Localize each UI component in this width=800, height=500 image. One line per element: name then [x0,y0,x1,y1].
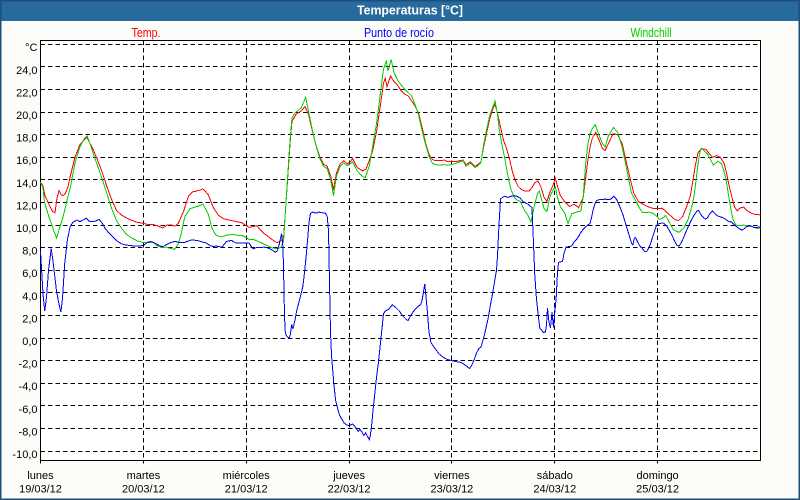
svg-text:8,0: 8,0 [22,246,37,258]
svg-text:14,0: 14,0 [16,178,37,190]
svg-text:-6,0: -6,0 [19,404,38,416]
svg-text:18,0: 18,0 [16,133,37,145]
svg-text:domingo: domingo [636,470,678,482]
svg-text:20/03/12: 20/03/12 [122,484,165,496]
svg-text:20,0: 20,0 [16,110,37,122]
svg-text:jueves: jueves [332,470,365,482]
svg-text:22,0: 22,0 [16,87,37,99]
svg-text:4,0: 4,0 [22,291,37,303]
svg-text:24,0: 24,0 [16,65,37,77]
svg-text:Punto de rocío: Punto de rocío [364,26,434,40]
svg-text:Windchill: Windchill [631,26,672,40]
svg-text:-4,0: -4,0 [19,381,38,393]
svg-text:21/03/12: 21/03/12 [225,484,268,496]
svg-text:sábado: sábado [537,470,573,482]
svg-text:0,0: 0,0 [22,336,37,348]
svg-text:25/03/12: 25/03/12 [636,484,679,496]
svg-text:22/03/12: 22/03/12 [328,484,371,496]
svg-text:19/03/12: 19/03/12 [19,484,62,496]
svg-text:-10,0: -10,0 [12,449,37,461]
svg-text:martes: martes [127,470,161,482]
svg-text:16,0: 16,0 [16,155,37,167]
svg-text:23/03/12: 23/03/12 [430,484,473,496]
svg-text:24/03/12: 24/03/12 [533,484,576,496]
svg-text:-2,0: -2,0 [19,359,38,371]
svg-text:12,0: 12,0 [16,200,37,212]
svg-text:°C: °C [25,42,37,54]
svg-text:viernes: viernes [434,470,470,482]
svg-text:Temperaturas [°C]: Temperaturas [°C] [357,3,463,18]
svg-text:6,0: 6,0 [22,268,37,280]
svg-text:lunes: lunes [27,470,54,482]
svg-text:Temp.: Temp. [132,26,161,40]
svg-text:2,0: 2,0 [22,313,37,325]
svg-text:10,0: 10,0 [16,223,37,235]
svg-text:-8,0: -8,0 [19,426,38,438]
svg-text:miércoles: miércoles [223,470,271,482]
